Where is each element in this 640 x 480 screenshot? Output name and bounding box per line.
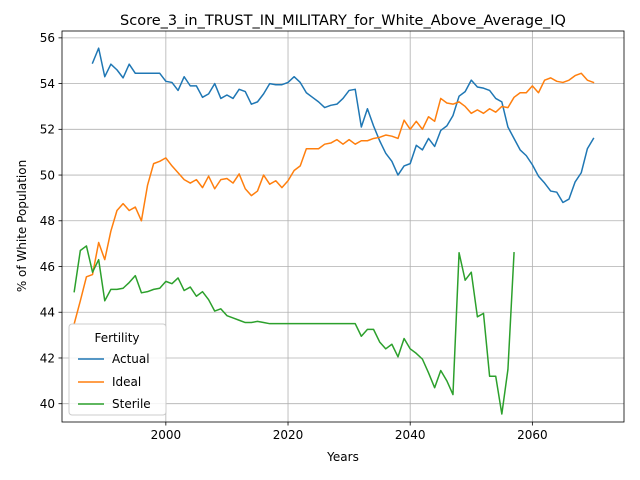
x-tick-label: 2000 [151,428,182,442]
legend: Fertility Actual Ideal Sterile [68,323,167,416]
legend-label-ideal: Ideal [112,375,141,389]
y-tick-label: 42 [40,351,55,365]
ticks: 2000 2020 2040 2060 40 42 44 46 48 50 52 54 56 [40,31,548,442]
series-line-ideal [73,72,595,325]
x-axis-label: Years [326,450,359,464]
y-tick-label: 40 [40,397,55,411]
legend-box [68,323,167,416]
series-layer [73,47,595,415]
x-tick-label: 2060 [517,428,548,442]
x-tick-label: 2040 [395,428,426,442]
y-tick-label: 46 [40,260,55,274]
legend-title: Fertility [94,331,139,345]
y-axis-label: % of White Population [15,160,29,292]
chart-title: Score_3_in_TRUST_IN_MILITARY_for_White_A… [120,13,566,29]
series-line-actual [91,47,595,204]
y-tick-label: 56 [40,31,55,45]
y-tick-label: 48 [40,214,55,228]
y-tick-label: 44 [40,306,55,320]
y-tick-label: 50 [40,168,55,182]
legend-label-sterile: Sterile [112,397,151,411]
y-tick-label: 52 [40,123,55,137]
y-tick-label: 54 [40,77,55,91]
legend-label-actual: Actual [112,352,150,366]
grid-lines [62,31,624,422]
x-tick-label: 2020 [273,428,304,442]
series-line-sterile [73,245,515,415]
plot-frame [61,30,625,423]
